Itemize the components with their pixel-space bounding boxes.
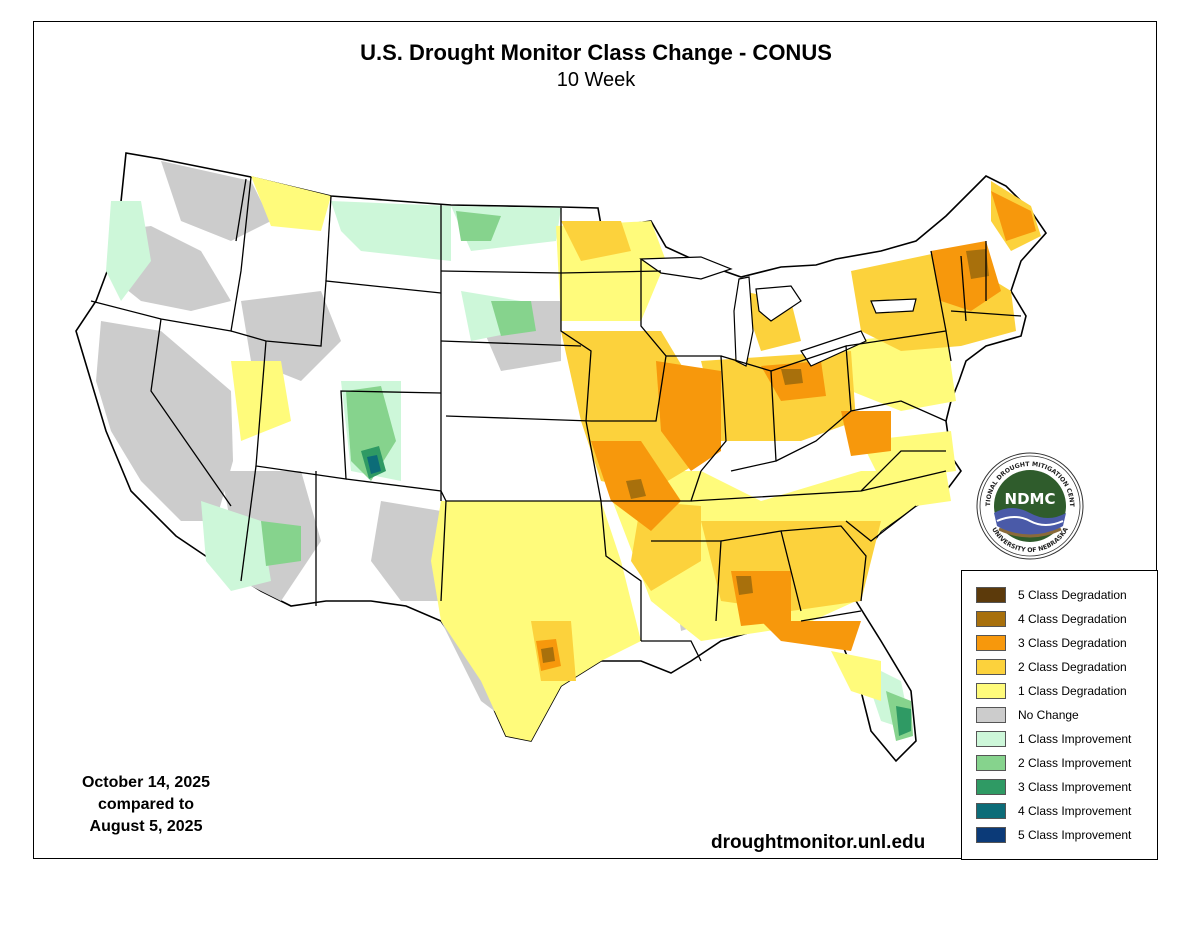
great-lakes [639,256,917,367]
legend-label: 5 Class Improvement [1018,828,1132,842]
map-frame: U.S. Drought Monitor Class Change - CONU… [33,21,1158,860]
degradation-4-regions [541,249,989,663]
legend-swatch [976,587,1006,603]
legend-swatch [976,659,1006,675]
legend-swatch [976,779,1006,795]
conus-map [75,152,1048,763]
legend-label: 2 Class Improvement [1018,756,1132,770]
improvement-3-region-fl [896,706,911,736]
previous-date: August 5, 2025 [89,818,203,835]
source-url[interactable]: droughtmonitor.unl.edu [711,832,926,853]
legend-swatch [976,683,1006,699]
legend-swatch [976,803,1006,819]
legend: 5 Class Degradation 4 Class Degradation 3 … [961,570,1158,860]
current-date: October 14, 2025 [81,774,211,791]
legend-label: 4 Class Degradation [1018,612,1127,626]
legend-swatch [976,635,1006,651]
legend-swatch [976,707,1006,723]
map-title: U.S. Drought Monitor Class Change - CONU… [360,40,832,65]
logo-abbrev: NDMC [1005,490,1056,508]
legend-swatch [976,827,1006,843]
map-subtitle: 10 Week [556,69,636,91]
legend-swatch [976,755,1006,771]
legend-label: 2 Class Degradation [1018,660,1127,674]
legend-label: 1 Class Degradation [1018,684,1127,698]
legend-label: 4 Class Improvement [1018,804,1132,818]
legend-label: 1 Class Improvement [1018,732,1132,746]
legend-label: 3 Class Improvement [1018,780,1132,794]
legend-label: 3 Class Degradation [1018,636,1127,650]
state-boundaries [90,176,1022,662]
improvement-2-regions [261,211,913,741]
date-block: October 14, 2025 compared to August 5, 2… [66,772,226,838]
legend-swatch [976,731,1006,747]
improvement-4-region [367,455,381,474]
ndmc-logo-icon: NDMC NATIONAL DROUGHT MITIGATION CENTER … [975,451,1084,560]
legend-label: 5 Class Degradation [1018,588,1127,602]
compared-to-text: compared to [97,796,194,813]
legend-swatch [976,611,1006,627]
legend-label: No Change [1018,708,1079,722]
